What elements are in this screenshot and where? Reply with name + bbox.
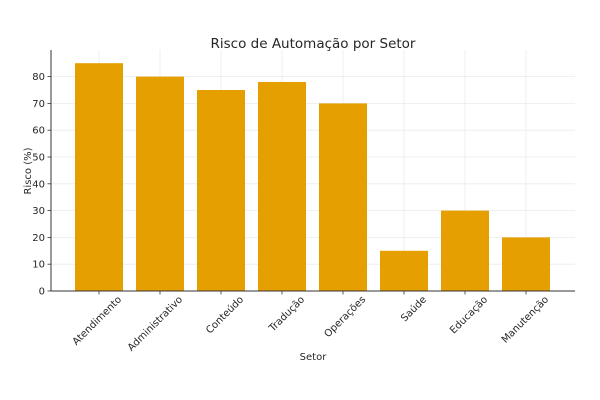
y-tick-label: 20 — [32, 233, 45, 244]
x-tick-label: Saúde — [398, 294, 429, 325]
y-axis-label: Risco (%) — [23, 147, 34, 194]
bar-administrativo — [136, 76, 184, 291]
bar-saúde — [380, 250, 428, 291]
axes — [50, 50, 575, 292]
y-tick-label: 80 — [32, 72, 45, 83]
bar-operações — [319, 103, 367, 292]
bar-tradução — [258, 81, 306, 292]
gridlines — [51, 50, 575, 291]
x-tick-label: Operações — [322, 294, 368, 340]
x-tick-label: Conteúdo — [203, 294, 246, 337]
x-tick-label: Atendimento — [71, 294, 124, 347]
x-axis-label: Setor — [300, 352, 328, 363]
x-tick-label: Administrativo — [126, 294, 185, 353]
bar-conteúdo — [197, 90, 245, 291]
bar-educação — [441, 210, 489, 291]
bar-manutenção — [502, 237, 550, 291]
bars — [75, 63, 550, 292]
y-tick-label: 50 — [32, 153, 45, 164]
x-tick-label: Manutenção — [500, 294, 551, 345]
y-tick-label: 10 — [32, 260, 45, 271]
x-tick-label: Educação — [448, 294, 490, 336]
chart-title: Risco de Automação por Setor — [211, 36, 416, 52]
x-tick-label: Tradução — [267, 294, 308, 335]
y-tick-label: 70 — [32, 99, 45, 110]
y-tick-label: 60 — [32, 126, 45, 137]
y-axis-ticks: 0 10 20 30 40 50 60 70 80 — [32, 72, 51, 298]
x-axis-ticks: Atendimento Administrativo Conteúdo Traduçã… — [71, 291, 551, 354]
y-tick-label: 40 — [32, 179, 45, 190]
bar-atendimento — [75, 63, 123, 292]
y-tick-label: 30 — [32, 206, 45, 217]
y-tick-label: 0 — [39, 287, 45, 298]
